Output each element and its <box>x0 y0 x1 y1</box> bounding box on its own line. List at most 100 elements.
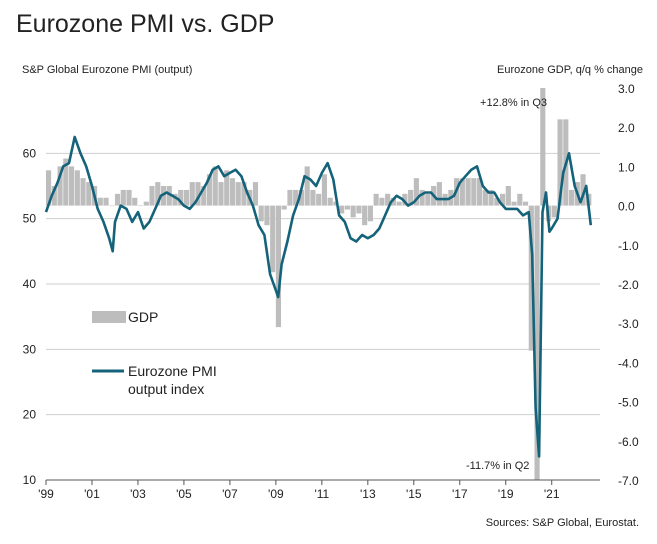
gdp-bar <box>436 182 442 206</box>
gdp-bar <box>557 119 563 206</box>
gdp-bar <box>183 189 190 206</box>
gdp-bar <box>97 197 103 206</box>
gdp-bar <box>293 189 299 206</box>
gdp-bar <box>580 174 586 206</box>
gdp-bar <box>63 158 69 206</box>
gdp-bar <box>126 189 132 206</box>
left-tick-label: 50 <box>23 212 37 226</box>
gdp-bar <box>235 182 241 206</box>
gdp-bar <box>218 182 224 206</box>
annotation-trough: -11.7% in Q2 <box>466 460 529 472</box>
gdp-bar <box>488 189 494 206</box>
gdp-bar <box>155 182 161 206</box>
gdp-bar <box>46 170 52 206</box>
gdp-bar <box>241 182 247 206</box>
gdp-bar <box>298 189 305 206</box>
gdp-bar <box>471 178 477 206</box>
x-tick-label: '19 <box>498 487 514 501</box>
gdp-bar <box>270 205 276 273</box>
gdp-bar <box>321 174 327 206</box>
left-tick-label: 40 <box>23 277 37 291</box>
gdp-bar <box>517 193 523 206</box>
gdp-bar <box>287 189 293 206</box>
right-tick-label: 3.0 <box>618 82 635 96</box>
gdp-bar <box>206 174 213 206</box>
gdp-bar <box>304 166 310 206</box>
left-tick-label: 20 <box>23 408 37 422</box>
gdp-bar <box>172 193 178 206</box>
right-axis-title: Eurozone GDP, q/q % change <box>497 64 643 76</box>
gdp-bar <box>57 166 63 206</box>
gdp-bar <box>114 193 121 206</box>
gdp-bar <box>511 201 517 206</box>
chart-title: Eurozone PMI vs. GDP <box>16 10 275 38</box>
gdp-bar <box>275 205 282 328</box>
gdp-bar <box>373 193 379 206</box>
x-tick-label: '21 <box>544 487 560 501</box>
gdp-bar <box>390 197 396 206</box>
gdp-bar <box>568 189 575 206</box>
gdp-bar <box>396 201 402 206</box>
gdp-bar <box>120 189 126 206</box>
gdp-bar <box>505 186 511 206</box>
gdp-bar <box>344 205 350 210</box>
right-tick-label: -3.0 <box>618 317 639 331</box>
pmi-line <box>44 135 593 458</box>
gdp-bar <box>534 205 540 480</box>
x-tick-label: '05 <box>176 487 192 501</box>
x-tick-label: '99 <box>38 487 54 501</box>
gdp-bar <box>229 178 236 206</box>
right-tick-label: -2.0 <box>618 278 639 292</box>
gdp-bar <box>459 178 465 206</box>
gdp-bar <box>494 197 500 206</box>
gdp-bar <box>68 166 75 206</box>
gdp-bar <box>258 205 264 222</box>
gdp-bar <box>540 88 546 206</box>
gdp-bar <box>362 205 368 226</box>
left-tick-label: 10 <box>23 473 37 487</box>
gdp-bar <box>137 205 144 207</box>
gdp-bar <box>178 189 184 206</box>
gdp-bar <box>316 193 322 206</box>
gdp-bar <box>195 182 201 206</box>
x-tick-label: '09 <box>268 487 284 501</box>
gdp-bar <box>367 205 373 222</box>
gdp-bar <box>224 170 230 206</box>
right-tick-label: 2.0 <box>618 121 635 135</box>
x-tick-label: '11 <box>314 487 329 501</box>
gdp-bar <box>477 178 483 206</box>
gdp-bar <box>310 189 316 206</box>
legend-gdp-swatch <box>92 311 126 323</box>
gdp-bar <box>201 186 207 206</box>
gdp-bar <box>379 197 385 206</box>
gdp-bar <box>408 189 414 206</box>
gdp-bar <box>103 197 109 206</box>
gdp-bar <box>80 178 86 206</box>
gdp-bar <box>425 193 431 206</box>
gdp-bar <box>252 182 259 206</box>
right-tick-label: 0.0 <box>618 200 635 214</box>
gdp-bar <box>189 182 195 206</box>
gdp-bar <box>350 205 356 218</box>
gdp-bar <box>500 193 506 206</box>
gdp-bar <box>551 205 557 218</box>
gdp-bar <box>264 205 270 226</box>
right-tick-label: 1.0 <box>618 160 635 174</box>
gdp-bar <box>356 205 362 214</box>
left-axis-title: S&P Global Eurozone PMI (output) <box>22 64 193 76</box>
source-note: Sources: S&P Global, Eurostat. <box>485 517 639 529</box>
gdp-bar <box>413 178 419 206</box>
x-tick-label: '03 <box>130 487 146 501</box>
left-tick-label: 30 <box>23 342 37 356</box>
legend-pmi-label-line1: Eurozone PMI <box>128 363 217 379</box>
right-tick-label: -1.0 <box>618 239 639 253</box>
annotation-peak: +12.8% in Q3 <box>480 97 547 109</box>
gdp-bar <box>385 193 391 206</box>
gdp-bar <box>465 178 471 206</box>
right-tick-label: -5.0 <box>618 396 639 410</box>
right-tick-label: -7.0 <box>618 474 639 488</box>
gdp-bar <box>143 201 149 206</box>
left-tick-label: 60 <box>23 146 37 160</box>
legend-gdp-label: GDP <box>128 309 158 325</box>
gdp-bar <box>74 170 80 206</box>
